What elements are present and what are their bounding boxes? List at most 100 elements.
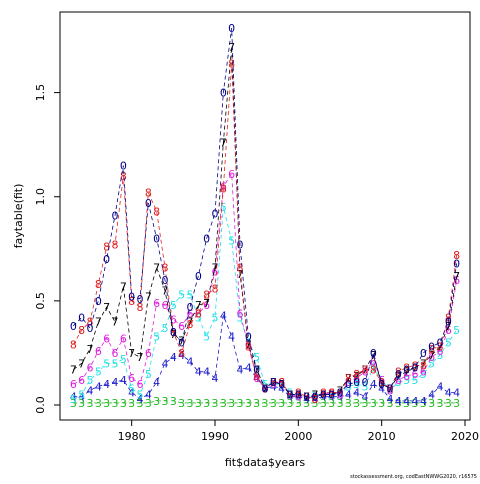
point-marker: 7 bbox=[362, 364, 369, 377]
point-marker: 6 bbox=[253, 372, 260, 385]
point-marker: 7 bbox=[178, 334, 185, 347]
point-marker: 8 bbox=[145, 187, 152, 200]
point-marker: 4 bbox=[128, 387, 135, 400]
point-marker: 4 bbox=[353, 387, 360, 400]
point-marker: 7 bbox=[145, 291, 152, 304]
point-marker: 8 bbox=[203, 289, 210, 302]
point-marker: 6 bbox=[220, 180, 227, 193]
point-marker: 3 bbox=[87, 397, 94, 410]
point-marker: 7 bbox=[387, 382, 394, 395]
point-marker: 0 bbox=[295, 389, 302, 402]
point-marker: 4 bbox=[270, 380, 277, 393]
point-marker: 3 bbox=[137, 397, 144, 410]
point-marker: 5 bbox=[87, 374, 94, 387]
point-marker: 6 bbox=[187, 307, 194, 320]
point-marker: 8 bbox=[287, 389, 294, 402]
point-marker: 8 bbox=[178, 347, 185, 360]
point-marker: 3 bbox=[112, 397, 119, 410]
point-marker: 4 bbox=[145, 389, 152, 402]
point-marker: 7 bbox=[312, 389, 319, 402]
point-marker: 6 bbox=[120, 332, 127, 345]
point-marker: 8 bbox=[78, 324, 85, 337]
point-marker: 3 bbox=[328, 397, 335, 410]
point-marker: 0 bbox=[112, 209, 119, 222]
point-marker: 3 bbox=[403, 397, 410, 410]
point-marker: 7 bbox=[137, 351, 144, 364]
point-marker: 4 bbox=[95, 380, 102, 393]
point-marker: 0 bbox=[70, 320, 77, 333]
point-marker: 8 bbox=[295, 387, 302, 400]
point-marker: 0 bbox=[145, 197, 152, 210]
point-marker: 5 bbox=[303, 391, 310, 404]
point-marker: 6 bbox=[395, 374, 402, 387]
point-marker: 4 bbox=[220, 309, 227, 322]
point-marker: 7 bbox=[203, 297, 210, 310]
point-marker: 6 bbox=[295, 391, 302, 404]
point-marker: 0 bbox=[78, 312, 85, 325]
point-marker: 0 bbox=[153, 232, 160, 245]
point-marker: 0 bbox=[395, 368, 402, 381]
point-marker: 3 bbox=[345, 397, 352, 410]
point-marker: 8 bbox=[403, 362, 410, 375]
series-line bbox=[73, 27, 458, 398]
point-marker: 8 bbox=[370, 364, 377, 377]
point-marker: 0 bbox=[412, 362, 419, 375]
point-marker: 7 bbox=[212, 262, 219, 275]
point-marker: 5 bbox=[103, 357, 110, 370]
point-marker: 8 bbox=[212, 282, 219, 295]
point-marker: 4 bbox=[178, 349, 185, 362]
point-marker: 4 bbox=[137, 393, 144, 406]
point-marker: 8 bbox=[195, 307, 202, 320]
point-marker: 0 bbox=[362, 376, 369, 389]
point-marker: 5 bbox=[320, 389, 327, 402]
point-marker: 0 bbox=[428, 341, 435, 354]
point-marker: 0 bbox=[220, 87, 227, 100]
point-marker: 8 bbox=[137, 301, 144, 314]
point-marker: 4 bbox=[120, 374, 127, 387]
point-marker: 8 bbox=[170, 326, 177, 339]
point-marker: 3 bbox=[162, 395, 169, 408]
point-marker: 5 bbox=[228, 234, 235, 247]
point-marker: 4 bbox=[237, 364, 244, 377]
point-marker: 3 bbox=[362, 397, 369, 410]
point-marker: 6 bbox=[320, 389, 327, 402]
point-marker: 7 bbox=[370, 349, 377, 362]
point-marker: 6 bbox=[153, 297, 160, 310]
point-marker: 8 bbox=[345, 372, 352, 385]
point-marker: 8 bbox=[270, 376, 277, 389]
point-marker: 6 bbox=[437, 345, 444, 358]
point-marker: 6 bbox=[387, 384, 394, 397]
point-marker: 7 bbox=[228, 41, 235, 54]
point-marker: 0 bbox=[278, 378, 285, 391]
point-marker: 6 bbox=[337, 389, 344, 402]
point-marker: 5 bbox=[362, 380, 369, 393]
point-marker: 5 bbox=[312, 389, 319, 402]
point-marker: 6 bbox=[412, 368, 419, 381]
point-marker: 7 bbox=[445, 320, 452, 333]
point-marker: 6 bbox=[212, 266, 219, 279]
point-marker: 8 bbox=[220, 182, 227, 195]
point-marker: 7 bbox=[87, 343, 94, 356]
point-marker: 3 bbox=[437, 397, 444, 410]
point-marker: 6 bbox=[428, 351, 435, 364]
point-marker: 3 bbox=[378, 397, 385, 410]
x-tick-label: 1980 bbox=[118, 430, 146, 443]
point-marker: 5 bbox=[328, 389, 335, 402]
point-marker: 3 bbox=[220, 397, 227, 410]
point-marker: 7 bbox=[378, 378, 385, 391]
point-marker: 8 bbox=[253, 370, 260, 383]
point-marker: 8 bbox=[120, 170, 127, 183]
point-marker: 3 bbox=[428, 397, 435, 410]
point-marker: 0 bbox=[403, 364, 410, 377]
point-marker: 5 bbox=[78, 389, 85, 402]
plot-frame bbox=[59, 11, 471, 421]
x-axis-label: fit$data$years bbox=[225, 456, 306, 469]
point-marker: 3 bbox=[70, 397, 77, 410]
point-marker: 0 bbox=[162, 274, 169, 287]
point-marker: 0 bbox=[137, 293, 144, 306]
point-marker: 6 bbox=[137, 378, 144, 391]
point-marker: 3 bbox=[245, 397, 252, 410]
point-marker: 8 bbox=[245, 341, 252, 354]
point-marker: 7 bbox=[395, 370, 402, 383]
